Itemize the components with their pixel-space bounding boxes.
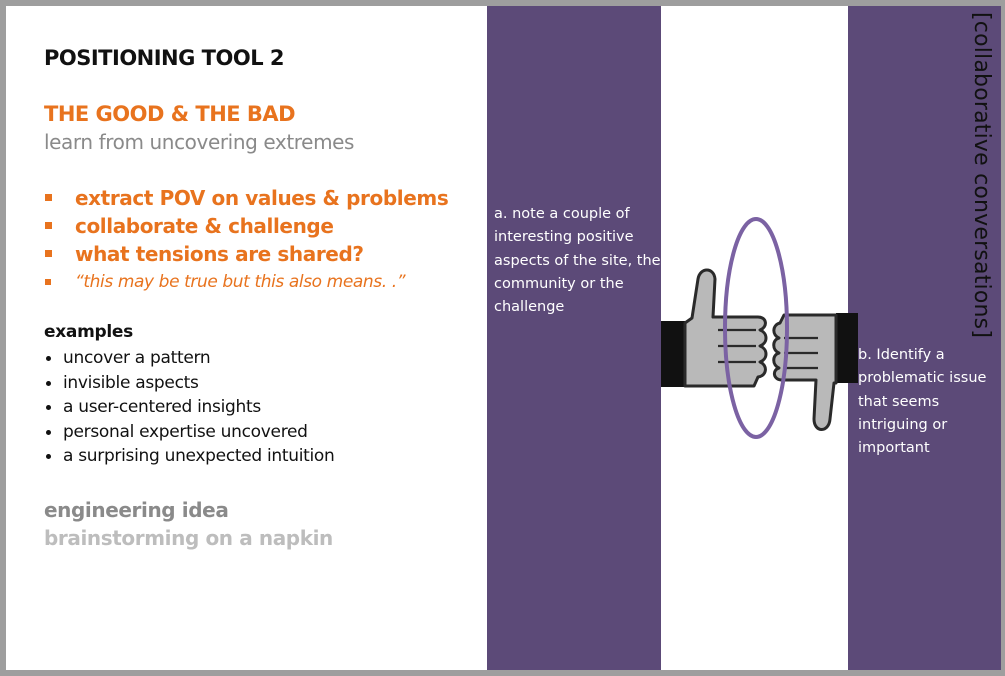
square-bullet-icon (45, 222, 52, 229)
thumbs-up-cuff (661, 321, 685, 387)
square-bullet-icon (45, 194, 52, 201)
list-item: invisible aspects (44, 371, 335, 396)
key-points-list: extract POV on values & problems collabo… (44, 184, 449, 296)
example-text: a user-centered insights (63, 397, 261, 417)
list-item: a user-centered insights (44, 395, 335, 420)
key-point: collaborate & challenge (44, 212, 448, 240)
examples-list: uncover a pattern invisible aspects a us… (44, 346, 335, 469)
thumbs-up-thumbs-down-icon (661, 217, 858, 439)
note-b: b. Identify a problematic issue that see… (858, 347, 987, 457)
heading: THE GOOD & THE BAD (44, 102, 296, 126)
bullet-icon (46, 356, 51, 361)
list-item: a surprising unexpected intuition (44, 444, 335, 469)
thumbs-down-fingers (784, 336, 818, 370)
example-text: personal expertise uncovered (63, 421, 308, 442)
example-text: a surprising unexpected intuition (63, 446, 335, 466)
list-item: uncover a pattern (44, 346, 335, 371)
square-bullet-icon (45, 250, 52, 257)
bullet-icon (46, 405, 51, 410)
thumbs-down-fist (772, 313, 838, 431)
key-point-text: what tensions are shared? (75, 242, 364, 266)
examples-title: examples (44, 322, 133, 342)
engineering-idea-label: engineering idea (44, 498, 229, 522)
list-item: personal expertise uncovered (44, 420, 335, 445)
key-point: what tensions are shared? (44, 240, 448, 268)
key-point-text: collaborate & challenge (75, 214, 334, 238)
highlight-ellipse (723, 217, 789, 439)
vertical-label: [collaborative conversations] (960, 12, 1000, 380)
good-panel (487, 6, 661, 670)
bad-panel (848, 6, 1001, 670)
vertical-label-text: [collaborative conversations] (969, 12, 994, 339)
bullet-icon (46, 454, 51, 459)
key-point-text: “this may be true but this also means. .… (75, 272, 406, 292)
example-text: invisible aspects (63, 372, 199, 393)
key-point-quote: “this may be true but this also means. .… (44, 268, 448, 296)
bullet-icon (46, 429, 51, 435)
key-point-text: extract POV on values & problems (75, 186, 449, 210)
bullet-icon (46, 380, 51, 386)
note-a: a. note a couple of interesting positive… (494, 206, 661, 316)
subheading: learn from uncovering extremes (44, 130, 355, 154)
slide-title: POSITIONING TOOL 2 (44, 46, 285, 70)
example-text: uncover a pattern (63, 348, 211, 368)
thumbs-down-cuff (836, 313, 858, 383)
brainstorming-label: brainstorming on a napkin (44, 526, 333, 550)
square-bullet-icon (45, 279, 51, 285)
key-point: extract POV on values & problems (44, 184, 449, 212)
